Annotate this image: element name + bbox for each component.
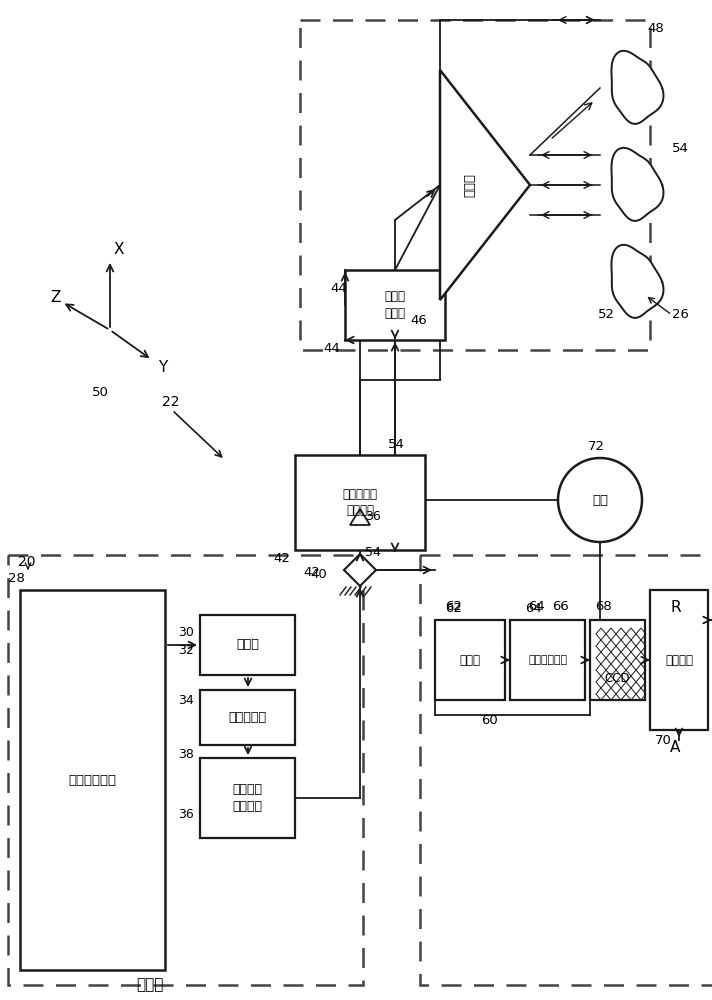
Text: 36: 36 — [365, 510, 381, 524]
Bar — [200, 615, 295, 675]
Text: 62: 62 — [445, 599, 462, 612]
Text: 64: 64 — [525, 601, 542, 614]
Text: 64: 64 — [528, 599, 545, 612]
Text: 中继光
学器件: 中继光 学器件 — [384, 290, 406, 320]
Text: 42: 42 — [303, 566, 320, 578]
Text: 54: 54 — [365, 546, 381, 560]
Text: 模块化: 模块化 — [136, 978, 164, 992]
Text: 32: 32 — [178, 644, 194, 656]
Text: 36: 36 — [178, 808, 194, 822]
Text: 60: 60 — [481, 714, 498, 726]
Text: 66: 66 — [552, 599, 569, 612]
Bar — [20, 590, 165, 970]
Bar — [590, 620, 645, 700]
Text: R: R — [670, 600, 681, 615]
Polygon shape — [612, 51, 664, 124]
Bar — [650, 590, 708, 730]
Text: 20: 20 — [18, 555, 36, 569]
Circle shape — [558, 458, 642, 542]
Text: 内窥镜: 内窥镜 — [464, 173, 476, 197]
Text: Y: Y — [158, 360, 167, 374]
Bar — [300, 20, 650, 350]
Text: A: A — [670, 740, 681, 756]
Bar — [435, 620, 505, 700]
Bar — [345, 270, 445, 340]
Bar — [200, 758, 295, 838]
Text: 38: 38 — [178, 748, 194, 762]
Polygon shape — [440, 70, 530, 300]
Bar — [8, 555, 363, 985]
Polygon shape — [344, 554, 376, 586]
Text: 26: 26 — [672, 308, 689, 322]
Text: 光学扩束器: 光学扩束器 — [229, 711, 266, 724]
Text: 62: 62 — [445, 601, 462, 614]
Text: X: X — [114, 242, 125, 257]
Text: 40: 40 — [310, 568, 327, 582]
Text: 30: 30 — [178, 626, 194, 639]
Bar — [200, 690, 295, 745]
Text: 50: 50 — [92, 385, 109, 398]
Text: CCD: CCD — [604, 672, 630, 684]
Text: 42: 42 — [273, 552, 290, 564]
Text: Z: Z — [50, 290, 61, 304]
Text: 54: 54 — [388, 438, 405, 452]
Text: 远心主共焦
光学器件: 远心主共焦 光学器件 — [342, 488, 377, 518]
Text: 成像光学器件: 成像光学器件 — [528, 655, 567, 665]
Text: 控制模块: 控制模块 — [665, 654, 693, 666]
Polygon shape — [612, 245, 664, 318]
Text: 44: 44 — [330, 282, 347, 294]
Polygon shape — [612, 148, 664, 221]
Text: 28: 28 — [8, 572, 25, 584]
Bar — [510, 620, 585, 700]
Text: 电机: 电机 — [592, 493, 608, 506]
Bar — [420, 555, 712, 985]
Text: 光栅或微
透镜阵列: 光栅或微 透镜阵列 — [233, 783, 263, 813]
Text: 72: 72 — [588, 440, 605, 452]
Text: 半导体激光器: 半导体激光器 — [68, 774, 117, 786]
Text: 48: 48 — [647, 21, 664, 34]
Bar — [295, 455, 425, 550]
Polygon shape — [350, 509, 370, 525]
Text: 46: 46 — [410, 314, 426, 326]
Text: 34: 34 — [178, 694, 194, 706]
Text: 偏光器: 偏光器 — [236, 639, 259, 652]
Text: 54: 54 — [672, 141, 689, 154]
Text: 22: 22 — [162, 395, 179, 409]
Text: 52: 52 — [598, 308, 615, 322]
Text: 70: 70 — [655, 734, 672, 746]
Text: 偏光器: 偏光器 — [459, 654, 481, 666]
Text: 44: 44 — [323, 342, 340, 355]
Text: 68: 68 — [595, 599, 612, 612]
